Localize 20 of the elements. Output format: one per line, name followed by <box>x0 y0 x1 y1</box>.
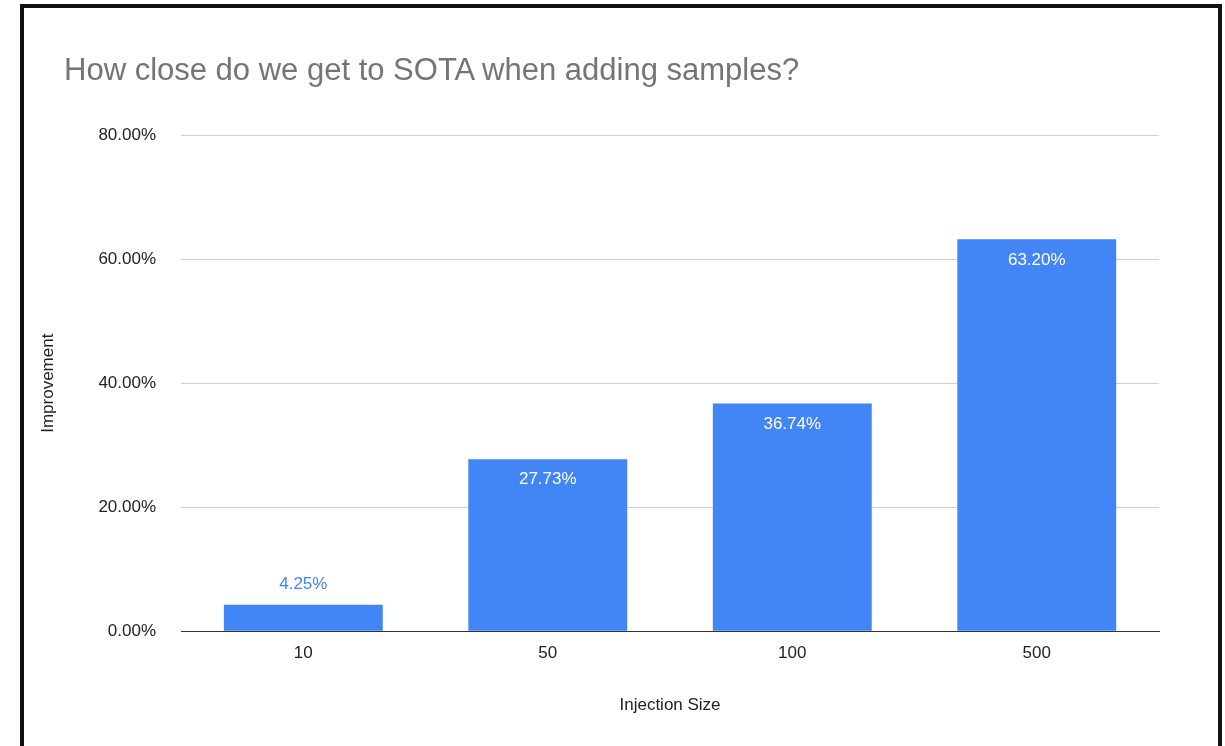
data-label: 27.73% <box>518 469 577 489</box>
chart-title: How close do we get to SOTA when adding samples? <box>64 52 800 88</box>
x-tick-label: 500 <box>1022 643 1051 663</box>
y-tick-label: 80.00% <box>98 124 157 144</box>
bar <box>223 604 383 631</box>
data-label: 63.20% <box>1007 249 1066 269</box>
bar <box>957 239 1117 631</box>
y-tick-label: 40.00% <box>98 372 157 392</box>
bar <box>712 403 872 631</box>
x-tick-label: 10 <box>293 643 313 663</box>
y-tick-label: 60.00% <box>98 248 157 268</box>
y-axis-title: Improvement <box>37 333 57 433</box>
x-tick-label: 100 <box>778 643 807 663</box>
y-tick-label: 20.00% <box>98 496 157 516</box>
bar <box>468 459 628 631</box>
y-tick-label: 0.00% <box>107 620 157 640</box>
data-label: 36.74% <box>763 413 822 433</box>
x-tick-label: 50 <box>538 643 558 663</box>
x-axis-title: Injection Size <box>619 695 721 715</box>
data-label: 4.25% <box>279 574 328 594</box>
